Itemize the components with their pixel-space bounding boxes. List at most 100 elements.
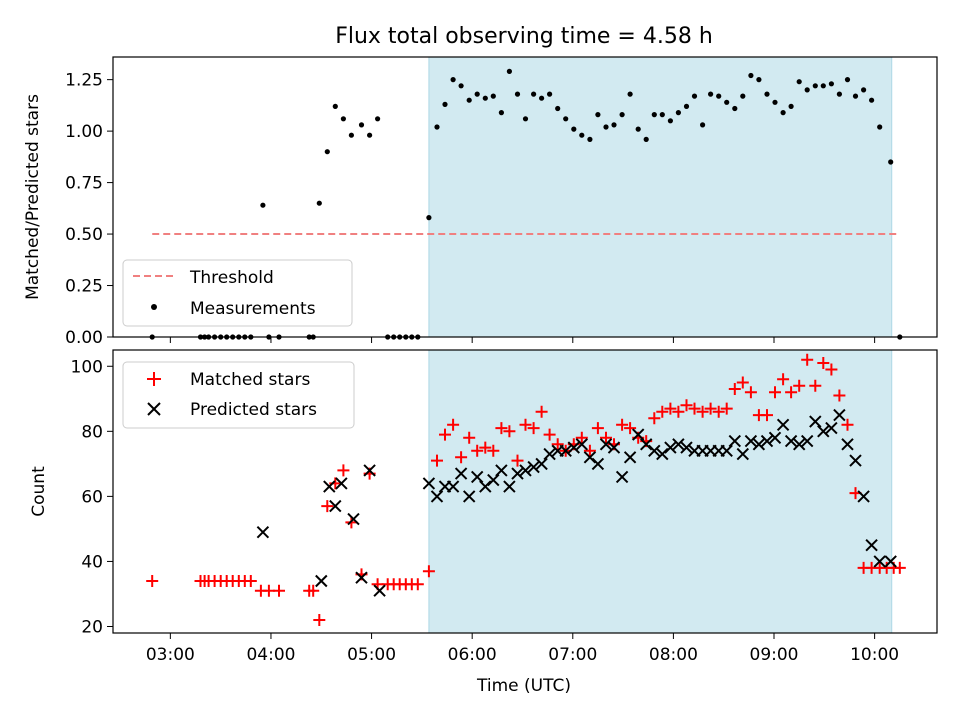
matched-star-point bbox=[511, 454, 524, 467]
measurement-point bbox=[780, 110, 786, 116]
predicted-star-point bbox=[503, 480, 516, 493]
measurement-point bbox=[375, 116, 381, 122]
ratio-legend: Threshold Measurements bbox=[122, 259, 353, 327]
predicted-star-point bbox=[873, 555, 886, 568]
x-tick-label: 04:00 bbox=[246, 645, 295, 665]
measurement-point bbox=[861, 87, 867, 93]
predicted-star-point bbox=[800, 434, 814, 448]
count-x-ticks: 03:00 04:00 05:00 06:00 07:00 08:00 09:00 10:00 bbox=[146, 633, 899, 665]
measurement-point bbox=[587, 136, 593, 142]
ratio-y-axis-label: Matched/Predicted stars bbox=[23, 94, 43, 300]
predicted-star-point bbox=[559, 444, 572, 458]
matched-star-point bbox=[551, 438, 564, 451]
predicted-stars-series bbox=[256, 408, 897, 597]
matched-stars-series bbox=[146, 353, 906, 626]
x-tick-label: 05:00 bbox=[347, 645, 396, 665]
measurement-point bbox=[732, 105, 738, 112]
matched-star-point bbox=[736, 376, 749, 389]
count-y-tick-label: 20 bbox=[81, 617, 103, 637]
measurement-point bbox=[691, 93, 698, 99]
measurement-point bbox=[358, 122, 365, 128]
measurement-point bbox=[675, 110, 682, 116]
predicted-star-point bbox=[792, 438, 806, 451]
matched-star-point bbox=[817, 357, 830, 369]
matched-star-point bbox=[487, 444, 500, 457]
measurement-point bbox=[708, 91, 714, 97]
predicted-star-point bbox=[784, 434, 798, 448]
matched-star-point bbox=[833, 389, 846, 402]
measurement-point bbox=[506, 68, 512, 74]
matched-star-point bbox=[463, 431, 476, 444]
measurement-point bbox=[635, 126, 641, 132]
measurement-point bbox=[579, 132, 585, 138]
predicted-star-point bbox=[656, 447, 669, 461]
predicted-star-point bbox=[776, 418, 790, 432]
measurement-point bbox=[667, 118, 674, 124]
measurement-point bbox=[324, 149, 330, 155]
measurement-point bbox=[683, 103, 690, 109]
x-tick-label: 06:00 bbox=[448, 645, 497, 665]
legend-predicted-label: Predicted stars bbox=[190, 400, 317, 420]
ratio-legend-box bbox=[122, 259, 353, 327]
matched-star-point bbox=[793, 379, 806, 392]
predicted-star-point bbox=[422, 477, 436, 490]
measurement-point bbox=[852, 93, 859, 99]
predicted-star-point bbox=[462, 490, 476, 503]
predicted-star-point bbox=[454, 467, 468, 480]
matched-star-point bbox=[262, 584, 275, 597]
predicted-star-point bbox=[825, 421, 838, 435]
measurement-point bbox=[514, 91, 521, 97]
predicted-star-point bbox=[599, 438, 613, 451]
predicted-star-point bbox=[575, 438, 589, 451]
predicted-star-point bbox=[323, 480, 336, 493]
measurement-point bbox=[531, 91, 537, 97]
measurement-point bbox=[450, 77, 456, 83]
count-axes-frame bbox=[112, 349, 938, 634]
predicted-star-point bbox=[833, 408, 846, 422]
matched-star-point bbox=[146, 575, 159, 587]
matched-star-point bbox=[411, 578, 424, 591]
measurement-point bbox=[877, 124, 883, 130]
ratio-axes-frame bbox=[112, 56, 938, 338]
matched-star-point bbox=[648, 412, 661, 425]
legend-predicted-swatch bbox=[147, 402, 161, 416]
matched-star-point bbox=[447, 418, 460, 431]
predicted-star-point bbox=[672, 438, 685, 451]
count-y-tick-label: 40 bbox=[81, 552, 103, 572]
matched-star-point bbox=[720, 402, 733, 415]
measurement-point bbox=[332, 103, 338, 109]
predicted-star-point bbox=[639, 438, 653, 451]
matched-star-point bbox=[825, 363, 838, 376]
ratio-y-ticks: 0.00 0.25 0.50 0.75 1.00 1.25 bbox=[65, 71, 113, 348]
predicted-star-point bbox=[607, 441, 621, 454]
measurement-point bbox=[748, 72, 754, 79]
legend-measurements-label: Measurements bbox=[190, 299, 316, 319]
measurement-point bbox=[563, 116, 569, 122]
predicted-star-point bbox=[430, 490, 444, 503]
measurement-point bbox=[796, 79, 802, 85]
predicted-star-point bbox=[615, 470, 629, 484]
measurement-point bbox=[869, 97, 875, 103]
count-y-axis-label: Count bbox=[29, 466, 49, 517]
matched-star-point bbox=[337, 464, 350, 477]
matched-star-point bbox=[431, 454, 443, 467]
measurement-point bbox=[804, 87, 810, 93]
predicted-star-point bbox=[849, 454, 862, 467]
matched-star-point bbox=[575, 431, 588, 444]
measurement-point bbox=[700, 122, 706, 128]
matched-star-point bbox=[519, 418, 532, 431]
matched-star-point bbox=[591, 422, 604, 435]
predicted-star-point bbox=[744, 434, 758, 448]
matched-star-point bbox=[495, 422, 508, 435]
matched-star-point bbox=[777, 373, 790, 386]
predicted-star-point bbox=[760, 434, 774, 448]
matched-star-point bbox=[680, 399, 693, 412]
count-y-tick-label: 80 bbox=[81, 422, 103, 442]
measurement-point bbox=[367, 132, 373, 138]
matched-star-point bbox=[479, 441, 492, 454]
measurement-point bbox=[820, 83, 826, 89]
x-tick-label: 03:00 bbox=[146, 645, 195, 665]
matched-star-point bbox=[616, 418, 629, 431]
matched-star-point bbox=[321, 500, 334, 513]
